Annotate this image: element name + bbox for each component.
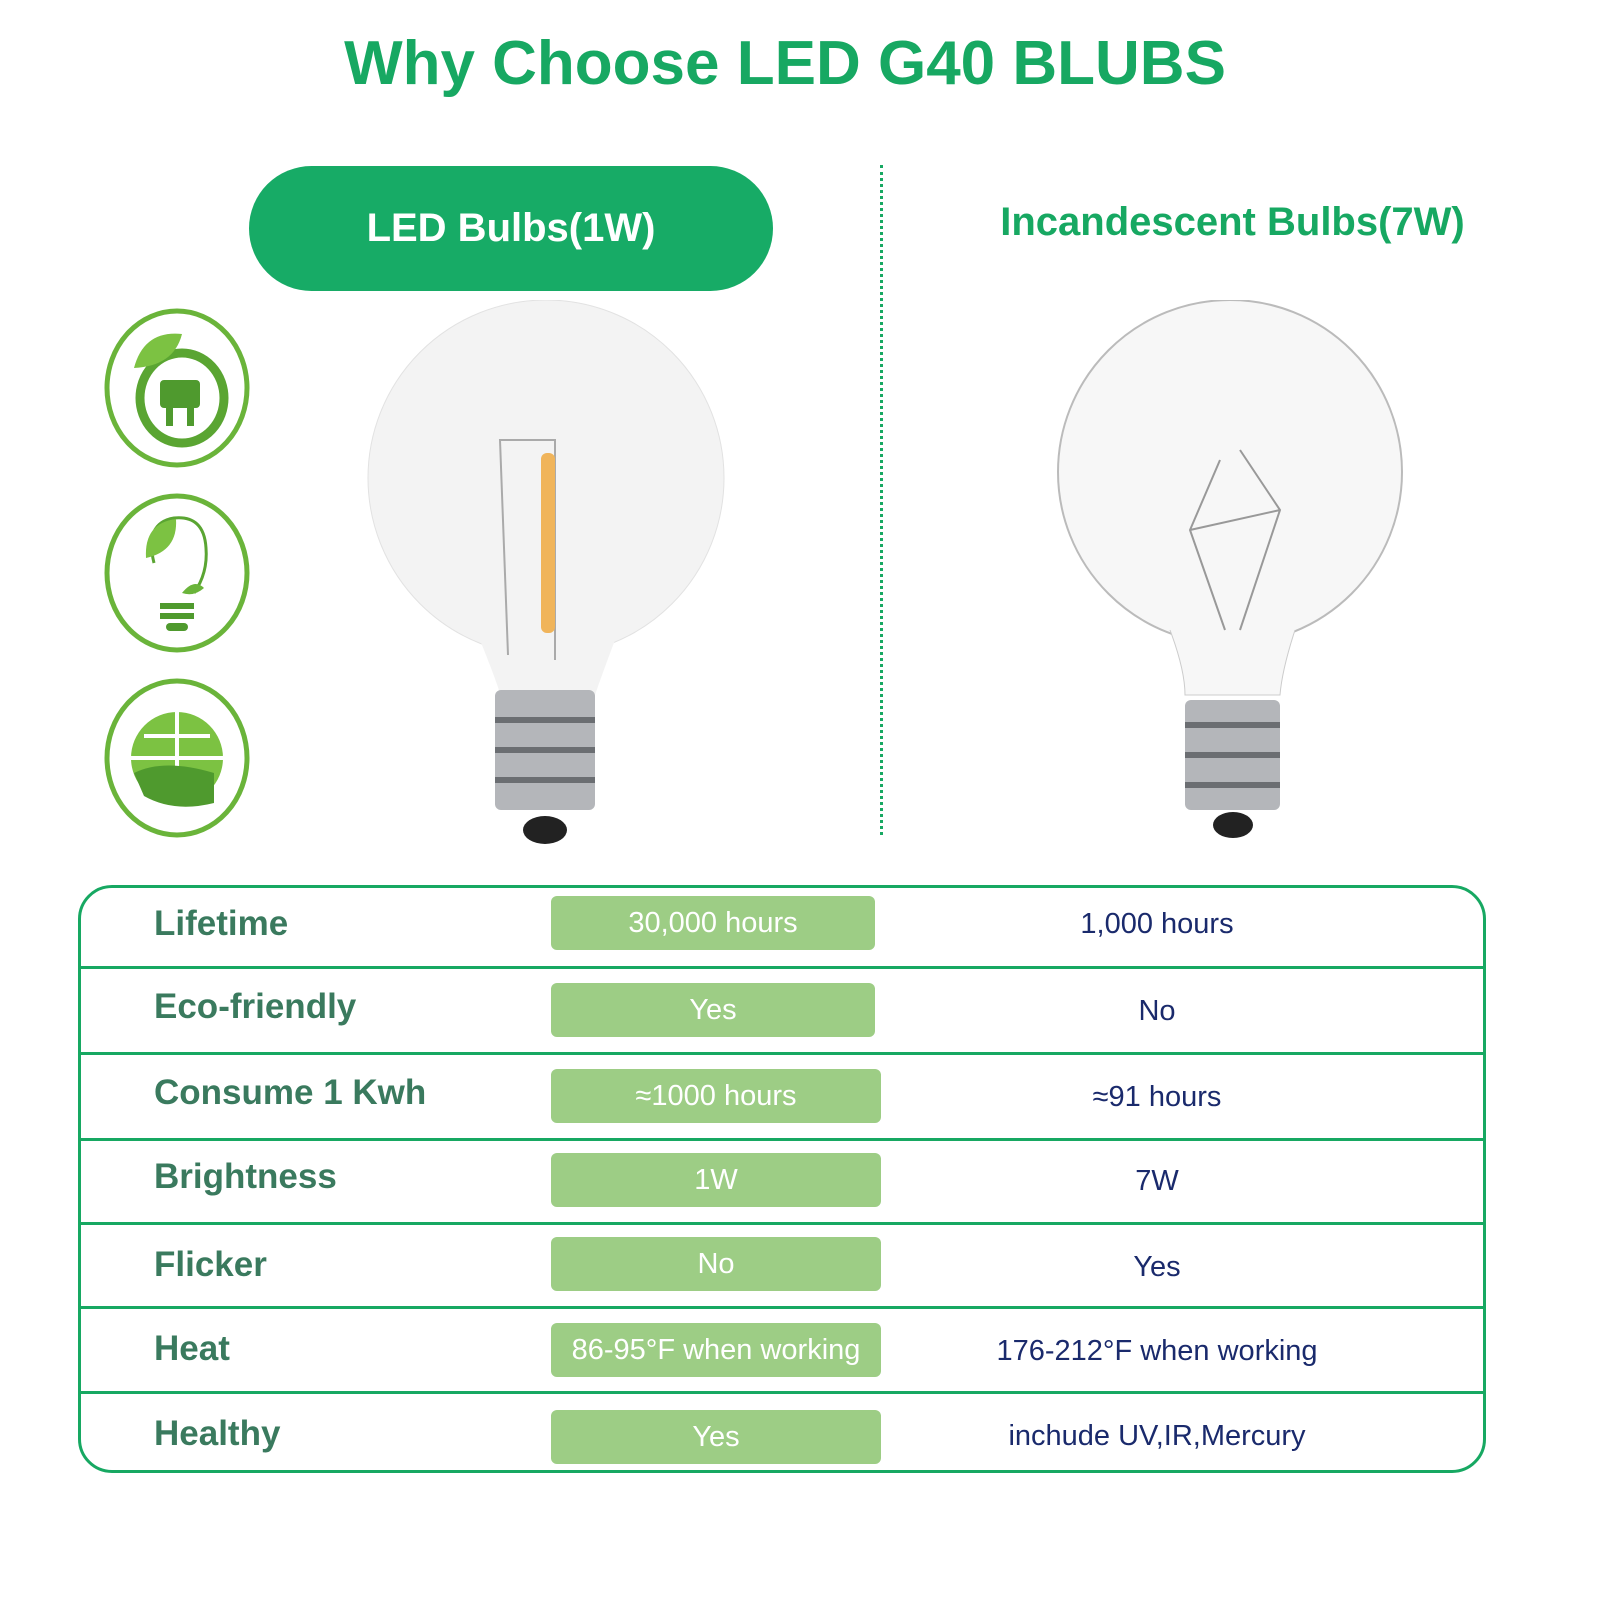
led-value: 86-95°F when working — [551, 1323, 881, 1377]
incandescent-value: No — [1138, 995, 1176, 1027]
eco-plug-icon — [104, 308, 250, 468]
row-label: Healthy — [154, 1414, 281, 1453]
incandescent-value: 7W — [1135, 1165, 1179, 1197]
table-row: Eco-friendly Yes No — [81, 966, 1483, 1054]
row-label: Heat — [154, 1329, 230, 1368]
led-value: 30,000 hours — [551, 896, 875, 950]
row-label: Flicker — [154, 1245, 267, 1284]
globe-hand-icon — [104, 678, 250, 838]
divider — [880, 165, 883, 835]
incandescent-value: ≈91 hours — [1092, 1081, 1222, 1113]
incandescent-header: Incandescent Bulbs(7W) — [1000, 200, 1465, 244]
led-value: ≈1000 hours — [551, 1069, 881, 1123]
table-row: Heat 86-95°F when working 176-212°F when… — [81, 1306, 1483, 1391]
led-value: Yes — [551, 1410, 881, 1464]
eco-bulb-icon — [104, 493, 250, 653]
incandescent-value: 176-212°F when working — [996, 1335, 1318, 1367]
row-label: Eco-friendly — [154, 987, 357, 1026]
page-title: Why Choose LED G40 BLUBS — [344, 29, 1226, 98]
row-label: Brightness — [154, 1157, 337, 1196]
incandescent-value: Yes — [1133, 1251, 1181, 1283]
incandescent-value: 1,000 hours — [1080, 908, 1234, 940]
incandescent-bulb-image — [1057, 300, 1403, 838]
table-row: Healthy Yes inchude UV,IR,Mercury — [81, 1391, 1483, 1476]
table-row: Consume 1 Kwh ≈1000 hours ≈91 hours — [81, 1052, 1483, 1140]
led-header: LED Bulbs(1W) — [249, 166, 773, 291]
table-row: Flicker No Yes — [81, 1222, 1483, 1307]
comparison-table: Lifetime 30,000 hours 1,000 hours Eco-fr… — [78, 885, 1486, 1473]
row-label: Consume 1 Kwh — [154, 1073, 427, 1112]
led-value: No — [551, 1237, 881, 1291]
table-row: Brightness 1W 7W — [81, 1138, 1483, 1223]
led-bulb-image — [367, 300, 725, 844]
incandescent-value: inchude UV,IR,Mercury — [1008, 1420, 1306, 1452]
led-value: 1W — [551, 1153, 881, 1207]
row-label: Lifetime — [154, 904, 289, 943]
led-value: Yes — [551, 983, 875, 1037]
table-row: Lifetime 30,000 hours 1,000 hours — [81, 888, 1483, 973]
